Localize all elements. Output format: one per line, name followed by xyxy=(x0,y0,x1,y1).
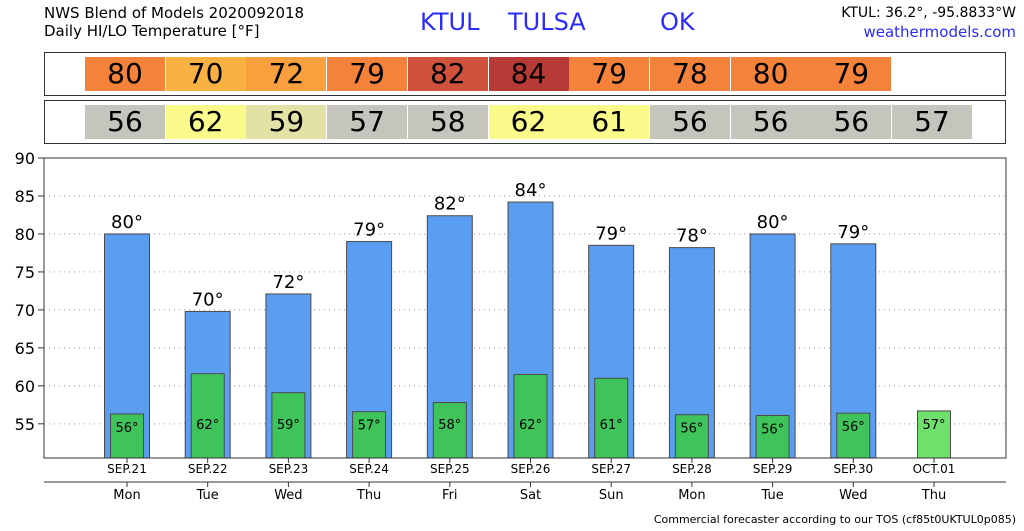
y-tick-label: 65 xyxy=(15,339,35,358)
low-temp-label: 62° xyxy=(196,418,219,433)
day-label: Wed xyxy=(274,488,302,503)
high-temp-label: 72° xyxy=(272,272,304,293)
day-label: Sun xyxy=(599,488,624,503)
low-temp-label: 57° xyxy=(922,418,945,433)
x-tick-label: SEP.27 xyxy=(591,462,631,476)
day-label: Wed xyxy=(839,488,867,503)
state-name: OK xyxy=(660,8,695,36)
low-temp-cell: 56 xyxy=(649,105,730,139)
x-tick-label: SEP.30 xyxy=(833,462,873,476)
y-tick-label: 85 xyxy=(15,187,35,206)
high-temp-strip: 80 70 72 79 82 84 79 78 80 79 xyxy=(44,52,1006,96)
chart-title: NWS Blend of Models 2020092018 xyxy=(44,4,305,22)
low-temp-bar xyxy=(755,414,790,459)
x-tick-label: SEP.24 xyxy=(349,462,389,476)
x-tick-label: SEP.22 xyxy=(188,462,228,476)
low-temp-cell: 61 xyxy=(569,105,650,139)
high-temp-cell: 84 xyxy=(488,57,569,91)
low-temp-cell: 57 xyxy=(327,105,408,139)
high-temp-cell: 82 xyxy=(407,57,488,91)
high-temp-label: 80° xyxy=(757,212,789,233)
day-label: Fri xyxy=(442,488,458,503)
low-temp-bar xyxy=(110,413,144,459)
day-label: Tue xyxy=(196,488,219,503)
y-tick-label: 55 xyxy=(15,415,35,434)
day-label: Sat xyxy=(520,488,541,503)
y-tick-label: 75 xyxy=(15,263,35,282)
y-tick-label: 80 xyxy=(15,225,35,244)
x-tick-label: OCT.01 xyxy=(913,462,956,476)
low-temp-label: 58° xyxy=(438,418,461,433)
x-tick-label: SEP.25 xyxy=(430,462,470,476)
high-temp-label: 82° xyxy=(434,194,466,215)
high-temp-cell: 80 xyxy=(730,57,811,91)
low-temp-bar xyxy=(836,412,871,459)
day-label: Thu xyxy=(921,488,946,503)
x-tick-label: SEP.26 xyxy=(511,462,551,476)
high-temp-cell: 79 xyxy=(569,57,650,91)
low-temp-cell: 57 xyxy=(892,105,972,139)
station-id: KTUL xyxy=(420,8,480,36)
low-temp-cell: 62 xyxy=(488,105,569,139)
low-temp-strip: 56 62 59 57 58 62 61 56 56 56 57 xyxy=(44,100,1006,144)
high-temp-label: 79° xyxy=(595,223,627,244)
low-temp-bar xyxy=(271,392,306,459)
high-temp-label: 79° xyxy=(353,220,385,241)
day-label: Mon xyxy=(678,488,705,503)
y-tick-label: 60 xyxy=(15,377,35,396)
low-temp-label: 56° xyxy=(115,421,138,436)
high-temp-cell: 80 xyxy=(85,57,165,91)
low-temp-cell: 56 xyxy=(85,105,165,139)
low-temp-label: 59° xyxy=(277,418,300,433)
day-label: Tue xyxy=(760,488,783,503)
high-temp-cell: 72 xyxy=(246,57,327,91)
high-temp-cell: 78 xyxy=(649,57,730,91)
low-temp-bar xyxy=(190,373,225,459)
y-tick-label: 70 xyxy=(15,301,35,320)
day-label: Thu xyxy=(356,488,381,503)
footer-note: Commercial forecaster according to our T… xyxy=(653,513,1016,526)
high-temp-cell: 79 xyxy=(327,57,408,91)
high-temp-label: 70° xyxy=(192,289,224,310)
station-coordinates: KTUL: 36.2°, -95.8833°W xyxy=(841,5,1016,21)
day-label: Mon xyxy=(113,488,140,503)
low-temp-label: 62° xyxy=(519,418,542,433)
low-temp-bar xyxy=(917,410,951,459)
high-temp-cell: 70 xyxy=(165,57,246,91)
high-temp-label: 78° xyxy=(676,226,708,247)
x-tick-label: SEP.29 xyxy=(753,462,793,476)
low-temp-bar xyxy=(674,414,709,459)
low-temp-label: 57° xyxy=(358,419,381,434)
low-temp-bar xyxy=(513,373,548,459)
city-name: TULSA xyxy=(508,8,586,36)
high-temp-label: 80° xyxy=(111,212,143,233)
low-temp-cell: 58 xyxy=(407,105,488,139)
low-temp-label: 56° xyxy=(842,420,865,435)
low-temp-label: 56° xyxy=(761,422,784,437)
x-tick-label: SEP.23 xyxy=(269,462,309,476)
high-temp-label: 84° xyxy=(515,180,547,201)
x-tick-label: SEP.28 xyxy=(672,462,712,476)
high-temp-cell: 79 xyxy=(811,57,892,91)
low-temp-bar xyxy=(432,402,467,459)
low-temp-label: 56° xyxy=(680,422,703,437)
y-tick-label: 90 xyxy=(15,149,35,168)
x-tick-label: SEP.21 xyxy=(107,462,147,476)
low-temp-label: 61° xyxy=(600,418,623,433)
low-temp-cell: 56 xyxy=(811,105,892,139)
low-temp-cell: 62 xyxy=(165,105,246,139)
chart-subtitle: Daily HI/LO Temperature [°F] xyxy=(44,22,260,40)
site-link[interactable]: weathermodels.com xyxy=(863,23,1016,41)
high-temp-label: 79° xyxy=(837,222,869,243)
low-temp-bar xyxy=(594,377,629,459)
low-temp-cell: 59 xyxy=(246,105,327,139)
low-temp-cell: 56 xyxy=(730,105,811,139)
